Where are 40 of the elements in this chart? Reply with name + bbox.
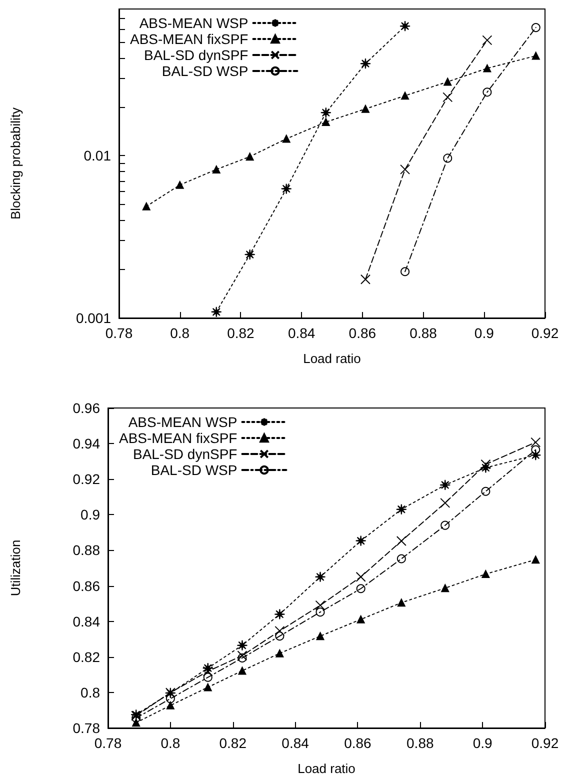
y-tick-label: 0.86 [72, 578, 100, 594]
legend-label: ABS-MEAN WSP [128, 414, 238, 430]
y-tick-label: 0.84 [72, 613, 100, 630]
legend-label: BAL-SD WSP [162, 63, 248, 79]
y-tick-label: 0.94 [72, 436, 100, 452]
legend-label: ABS-MEAN fixSPF [118, 430, 238, 446]
legend-label: BAL-SD WSP [150, 462, 238, 478]
y-axis-title: Blocking probability [8, 107, 23, 220]
y-tick-label: 0.92 [72, 471, 100, 488]
y-tick-label: 0.8 [80, 684, 100, 700]
y-axis-title: Utilization [8, 540, 23, 596]
legend-label: BAL-SD dynSPF [144, 47, 248, 63]
x-tick-label: 0.78 [94, 735, 122, 751]
y-tick-label: 0.96 [72, 400, 100, 416]
x-tick-label: 0.9 [472, 735, 493, 751]
x-tick-label: 0.82 [219, 735, 247, 751]
y-tick-label: 0.88 [72, 542, 100, 558]
x-tick-label: 0.86 [344, 735, 372, 751]
x-tick-label: 0.92 [531, 735, 559, 751]
y-tick-label: 0.82 [72, 648, 100, 665]
x-tick-label: 0.88 [406, 735, 434, 751]
y-tick-label: 0.78 [72, 720, 100, 736]
x-tick-label: 0.88 [410, 325, 438, 341]
x-tick-label: 0.84 [282, 735, 310, 751]
legend-label: BAL-SD dynSPF [132, 446, 238, 462]
x-tick-label: 0.86 [348, 325, 376, 341]
y-tick-label: 0.001 [76, 310, 112, 326]
x-tick-label: 0.92 [531, 325, 559, 341]
y-tick-label: 0.9 [80, 506, 100, 523]
x-tick-label: 0.78 [105, 325, 133, 341]
legend-label: ABS-MEAN fixSPF [130, 31, 248, 47]
legend-label: ABS-MEAN WSP [139, 15, 248, 31]
x-axis-title: Load ratio [298, 761, 356, 776]
x-tick-label: 0.9 [474, 325, 494, 341]
x-tick-label: 0.82 [227, 325, 255, 341]
y-tick-label: 0.01 [84, 148, 112, 164]
x-tick-label: 0.8 [160, 735, 180, 751]
x-tick-label: 0.84 [288, 325, 316, 341]
x-axis-title: Load ratio [303, 351, 361, 366]
x-tick-label: 0.8 [170, 325, 190, 341]
